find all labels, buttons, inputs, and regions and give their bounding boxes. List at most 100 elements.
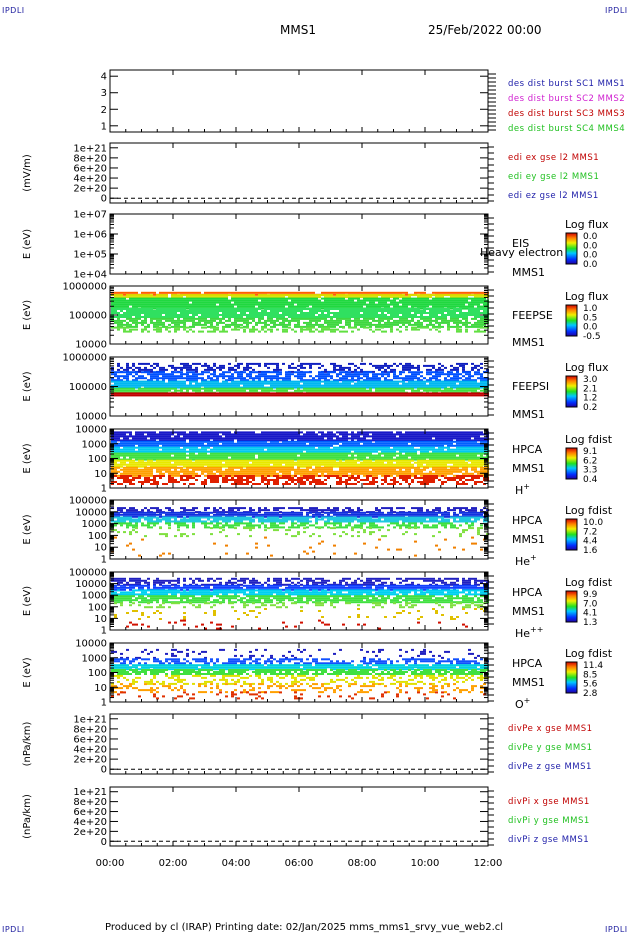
heatmap-cell (315, 387, 318, 390)
heatmap-cell (192, 387, 195, 390)
heatmap-cell (444, 317, 447, 320)
heatmap-cell (465, 301, 468, 304)
heatmap-cell (252, 387, 255, 390)
heatmap-cell (360, 386, 363, 389)
heatmap-cell (249, 299, 252, 302)
heatmap-cell (222, 326, 225, 329)
heatmap-cell (327, 380, 330, 383)
heatmap-cell (207, 314, 210, 316)
heatmap-cell (258, 305, 261, 308)
heatmap-cell (129, 394, 132, 397)
heatmap-cell (144, 321, 147, 324)
heatmap-cell (117, 301, 120, 304)
heatmap-cell (480, 296, 483, 299)
heatmap-cell (333, 296, 336, 299)
heatmap-cell (201, 380, 204, 383)
heatmap-cell (474, 301, 477, 304)
heatmap-cell (303, 312, 306, 314)
heatmap-cell (225, 386, 228, 389)
heatmap-cell (237, 382, 240, 385)
heatmap-cell (294, 386, 297, 389)
heatmap-cell (309, 294, 312, 297)
heatmap-cell (171, 379, 174, 382)
heatmap-cell (153, 452, 156, 455)
heatmap-cell (396, 294, 399, 297)
heatmap-cell (336, 308, 339, 310)
heatmap-cell (360, 392, 363, 395)
heatmap-cell (330, 321, 333, 324)
y-tick-label: 4e+20 (73, 174, 107, 185)
heatmap-cell (429, 294, 432, 297)
heatmap-cell (453, 386, 456, 389)
heatmap-cell (135, 394, 138, 397)
heatmap-cell (399, 371, 402, 374)
heatmap-cell (291, 317, 294, 320)
heatmap-cell (402, 310, 405, 312)
heatmap-cell (201, 305, 204, 308)
heatmap-cell (141, 472, 144, 475)
heatmap-cell (321, 297, 324, 300)
heatmap-cell (462, 299, 465, 302)
heatmap-cell (450, 294, 453, 297)
heatmap-cell (411, 387, 414, 390)
heatmap-cell (156, 326, 159, 329)
heatmap-cell (456, 296, 459, 299)
heatmap-cell (324, 328, 327, 331)
heatmap-cell (180, 377, 183, 380)
heatmap-cell (240, 375, 243, 378)
heatmap-cell (393, 392, 396, 395)
heatmap-cell (123, 456, 126, 459)
heatmap-cell (405, 387, 408, 390)
heatmap-cell (336, 368, 339, 371)
heatmap-cell (297, 291, 300, 294)
heatmap-cell (213, 328, 216, 331)
heatmap-cell (123, 444, 126, 447)
heatmap-cell (156, 444, 159, 447)
heatmap-cell (336, 299, 339, 302)
heatmap-cell (288, 310, 291, 312)
heatmap-cell (309, 364, 312, 367)
heatmap-cell (381, 364, 384, 367)
heatmap-cell (327, 301, 330, 304)
heatmap-cell (423, 319, 426, 322)
heatmap-cell (165, 431, 168, 434)
heatmap-cell (150, 437, 153, 440)
heatmap-cell (171, 364, 174, 367)
heatmap-cell (474, 373, 477, 376)
heatmap-cell (327, 389, 330, 392)
heatmap-cell (309, 296, 312, 299)
heatmap-cell (249, 297, 252, 300)
heatmap-cell (477, 384, 480, 387)
heatmap-cell (477, 323, 480, 326)
heatmap-cell (159, 433, 162, 436)
heatmap-cell (141, 380, 144, 383)
heatmap-cell (273, 303, 276, 306)
heatmap-cell (135, 299, 138, 302)
heatmap-cell (273, 316, 276, 318)
heatmap-cell (123, 442, 126, 445)
heatmap-cell (471, 312, 474, 314)
heatmap-cell (453, 368, 456, 371)
heatmap-cell (372, 379, 375, 382)
heatmap-cell (381, 316, 384, 318)
heatmap-cell (291, 382, 294, 385)
heatmap-cell (171, 458, 174, 461)
heatmap-cell (180, 389, 183, 392)
heatmap-cell (405, 314, 408, 316)
heatmap-cell (465, 384, 468, 387)
heatmap-cell (189, 294, 192, 297)
heatmap-cell (357, 296, 360, 299)
heatmap-cell (426, 379, 429, 382)
heatmap-cell (129, 463, 132, 466)
heatmap-cell (126, 384, 129, 387)
heatmap-cell (438, 362, 441, 365)
heatmap-cell (171, 442, 174, 445)
heatmap-cell (390, 314, 393, 316)
heatmap-cell (126, 310, 129, 312)
heatmap-cell (117, 382, 120, 385)
heatmap-cell (210, 380, 213, 383)
heatmap-cell (399, 291, 402, 294)
heatmap-cell (171, 382, 174, 385)
heatmap-cell (129, 468, 132, 471)
y-axis-label: E (eV) (22, 300, 33, 330)
